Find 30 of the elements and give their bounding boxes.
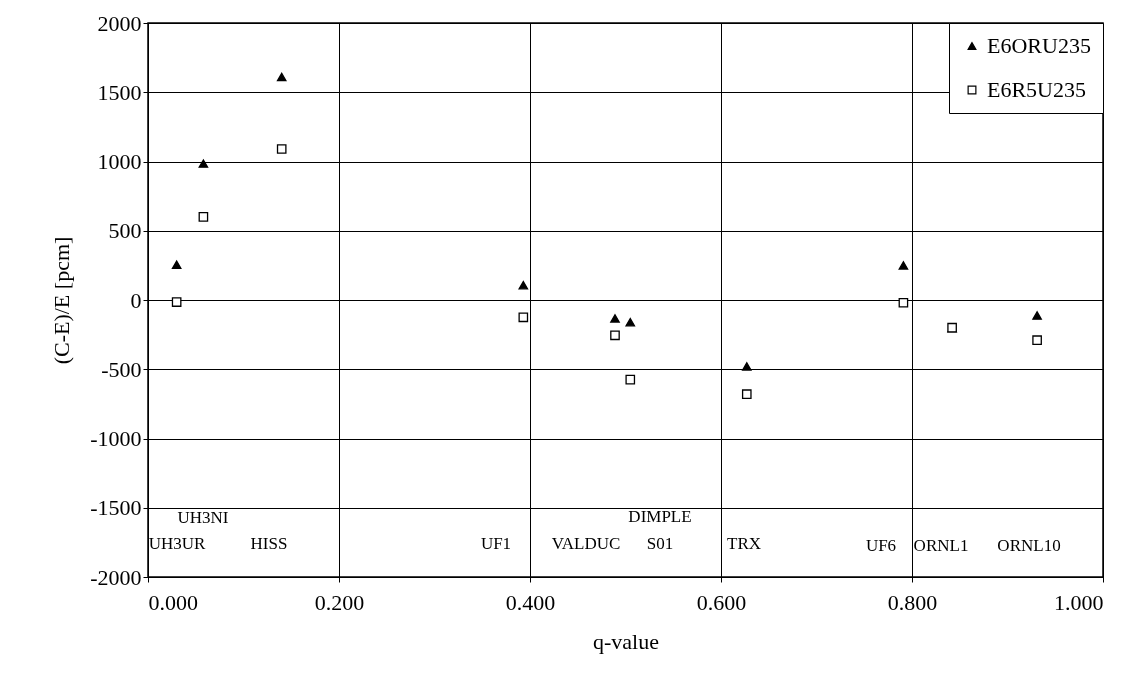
- x-axis-title: q-value: [593, 628, 659, 654]
- annotation: TRX: [727, 534, 761, 553]
- y-axis-title: (C-E)/E [pcm]: [49, 236, 75, 365]
- annotation: VALDUC: [551, 534, 621, 553]
- y-tick-label: -2000: [90, 564, 142, 590]
- y-tick-label: 2000: [97, 10, 142, 36]
- x-tick-label: 0.600: [696, 589, 747, 615]
- y-tick-label: 1500: [97, 79, 142, 105]
- x-tick-label: 0.200: [314, 589, 365, 615]
- annotation: ORNL10: [997, 536, 1061, 555]
- x-tick-label: 0.800: [887, 589, 938, 615]
- legend-label: E6ORU235: [987, 33, 1091, 58]
- annotation: UF6: [865, 536, 897, 555]
- y-tick-label: 1000: [97, 149, 142, 174]
- y-tick-label: 500: [108, 218, 142, 244]
- annotation: DIMPLE: [628, 507, 692, 526]
- annotation: UH3UR: [148, 534, 206, 553]
- x-tick-label: 0.400: [505, 589, 556, 615]
- annotation: UF1: [480, 534, 512, 553]
- annotation: HISS: [250, 534, 288, 553]
- annotation: S01: [646, 534, 674, 553]
- x-tick-label: 1.000: [1054, 589, 1104, 615]
- annotation: UH3NI: [177, 508, 229, 527]
- y-tick-label: -1000: [90, 426, 142, 451]
- annotation: ORNL1: [913, 536, 969, 555]
- y-tick-label: -1500: [90, 495, 142, 521]
- legend-label: E6R5U235: [987, 77, 1086, 102]
- y-tick-label: 0: [130, 287, 142, 313]
- x-tick-label: 0.000: [148, 589, 198, 615]
- y-tick-label: -500: [101, 356, 142, 382]
